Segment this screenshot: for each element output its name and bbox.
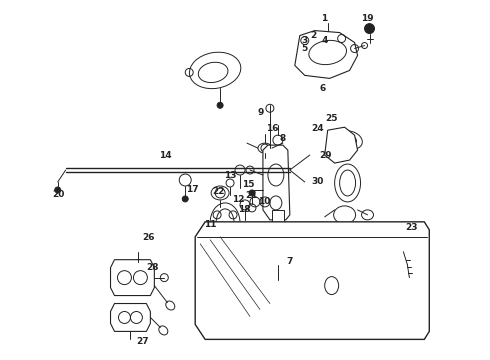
Polygon shape	[111, 303, 150, 332]
Text: 3: 3	[302, 36, 308, 45]
Text: 9: 9	[258, 108, 264, 117]
Polygon shape	[325, 127, 358, 163]
Ellipse shape	[390, 228, 409, 252]
Text: 27: 27	[136, 337, 148, 346]
Circle shape	[217, 102, 223, 108]
Text: 29: 29	[319, 150, 332, 159]
Text: 30: 30	[312, 177, 324, 186]
Circle shape	[134, 260, 143, 268]
Bar	[272, 210, 284, 265]
Text: 8: 8	[280, 134, 286, 143]
Polygon shape	[111, 260, 154, 296]
Ellipse shape	[334, 206, 356, 224]
Text: 13: 13	[224, 171, 236, 180]
Ellipse shape	[337, 131, 362, 149]
Polygon shape	[263, 145, 290, 220]
Text: 12: 12	[232, 195, 245, 204]
Text: 26: 26	[142, 233, 155, 242]
Circle shape	[365, 24, 374, 33]
Ellipse shape	[210, 203, 240, 243]
Text: 7: 7	[287, 257, 293, 266]
Text: 14: 14	[159, 150, 171, 159]
Polygon shape	[195, 222, 429, 339]
Text: 18: 18	[238, 206, 250, 215]
Text: 2: 2	[311, 31, 317, 40]
Text: 15: 15	[242, 180, 254, 189]
Text: 1: 1	[320, 14, 327, 23]
Text: 19: 19	[361, 14, 374, 23]
Circle shape	[55, 187, 61, 193]
Text: 20: 20	[52, 190, 65, 199]
Text: 17: 17	[186, 185, 198, 194]
Text: 28: 28	[146, 263, 159, 272]
Text: 4: 4	[321, 36, 328, 45]
Circle shape	[249, 190, 255, 196]
Text: 23: 23	[405, 223, 417, 232]
Text: 11: 11	[204, 220, 217, 229]
Text: 10: 10	[258, 197, 270, 206]
Ellipse shape	[335, 164, 361, 202]
Text: 5: 5	[302, 44, 308, 53]
Polygon shape	[295, 31, 358, 78]
Text: 21: 21	[245, 192, 258, 201]
Circle shape	[182, 196, 188, 202]
Text: 25: 25	[325, 114, 338, 123]
Text: 22: 22	[212, 188, 224, 197]
Text: 24: 24	[312, 124, 324, 133]
Text: 6: 6	[319, 84, 326, 93]
Text: 16: 16	[266, 124, 278, 133]
